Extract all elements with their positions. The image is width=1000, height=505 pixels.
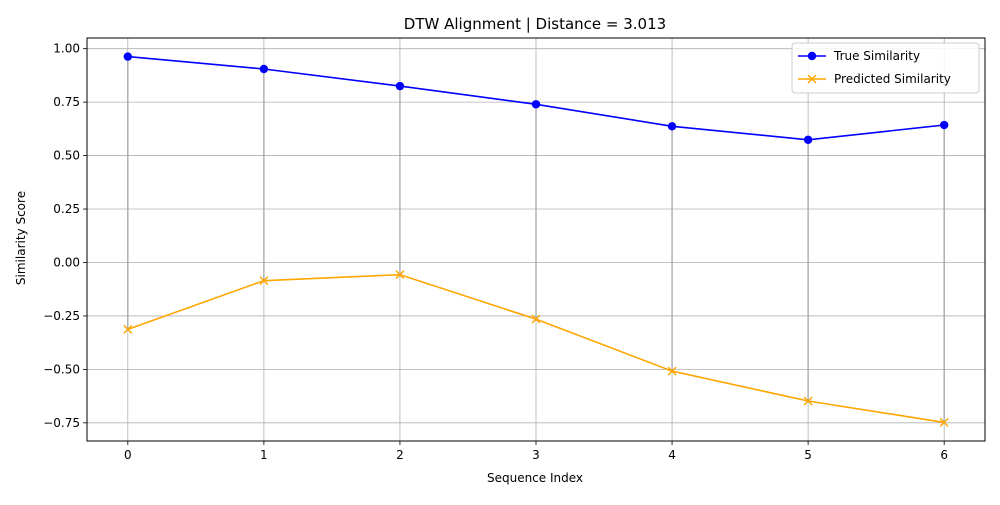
x-tick-label: 0 xyxy=(124,448,132,462)
data-point-1 xyxy=(259,276,269,286)
data-point-1 xyxy=(803,396,813,406)
legend-label: Predicted Similarity xyxy=(834,72,951,86)
data-point-1 xyxy=(667,366,677,376)
x-marker-stroke xyxy=(259,276,269,286)
data-point-1 xyxy=(123,324,133,334)
chart-title: DTW Alignment | Distance = 3.013 xyxy=(404,15,666,33)
x-marker-stroke xyxy=(803,396,813,406)
y-axis-label: Similarity Score xyxy=(14,191,28,285)
x-tick-label: 4 xyxy=(668,448,676,462)
y-tick-label: 0.00 xyxy=(53,255,80,269)
alignment-lines xyxy=(127,56,945,423)
y-tick-label: 0.75 xyxy=(53,95,80,109)
legend-marker xyxy=(807,74,817,84)
legend-marker xyxy=(807,51,817,61)
y-tick-label: −0.75 xyxy=(43,416,80,430)
series-layer xyxy=(123,52,949,427)
x-marker-stroke xyxy=(531,314,541,324)
legend-box xyxy=(791,42,980,94)
x-tick-label: 6 xyxy=(940,448,948,462)
x-marker-stroke xyxy=(667,366,677,376)
y-tick-label: 1.00 xyxy=(53,42,80,56)
legend: True Similarity Predicted Similarity xyxy=(791,42,980,94)
x-tick-label: 3 xyxy=(532,448,540,462)
x-marker-stroke xyxy=(123,324,133,334)
data-point-0 xyxy=(939,120,949,130)
y-tick-label: 0.25 xyxy=(53,202,80,216)
data-point-0 xyxy=(667,122,677,131)
x-tick-label: 5 xyxy=(804,448,812,462)
x-marker-stroke xyxy=(807,74,817,84)
x-marker-stroke xyxy=(939,417,949,427)
y-tick-label: −0.25 xyxy=(43,309,80,323)
data-point-1 xyxy=(531,314,541,324)
data-point-0 xyxy=(395,81,405,91)
y-tick-label: −0.50 xyxy=(43,362,80,376)
data-point-0 xyxy=(259,64,269,74)
data-point-0 xyxy=(803,135,813,144)
x-tick-label: 2 xyxy=(396,448,404,462)
x-tick-label: 1 xyxy=(260,448,268,462)
data-point-0 xyxy=(123,52,133,61)
y-tick-label: 0.50 xyxy=(53,149,80,163)
data-point-1 xyxy=(939,417,949,427)
x-marker-stroke xyxy=(395,270,405,280)
data-point-1 xyxy=(395,270,405,280)
legend-label: True Similarity xyxy=(833,49,920,63)
ticks: 0 1 2 3 4 5 6 −0.75 −0.50 −0.25 0.00 0.25 0.50 0.75 1.… xyxy=(43,42,948,462)
data-point-0 xyxy=(531,100,541,109)
x-axis-label: Sequence Index xyxy=(487,471,583,485)
